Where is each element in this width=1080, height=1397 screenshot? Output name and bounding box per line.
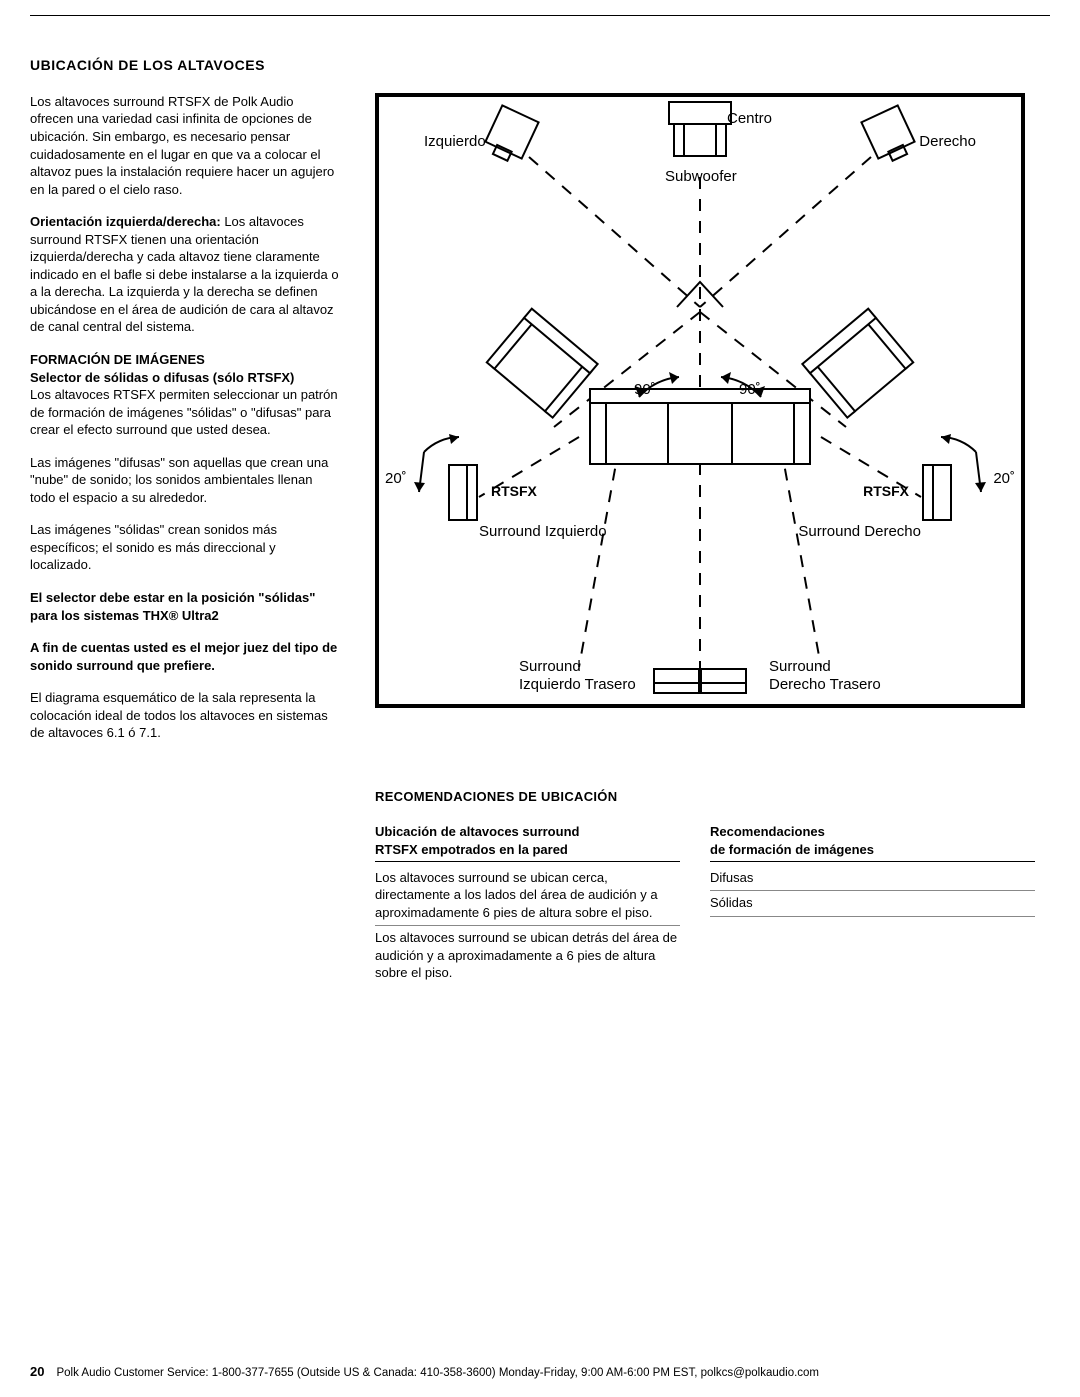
footer-text: Polk Audio Customer Service: 1-800-377-7… <box>56 1366 819 1382</box>
page-title: UBICACIÓN DE LOS ALTAVOCES <box>30 56 1050 75</box>
subhead-formacion: FORMACIÓN DE IMÁGENES <box>30 351 340 369</box>
content-row: Los altavoces surround RTSFX de Polk Aud… <box>30 93 1050 986</box>
rec-row1-right: Difusas <box>710 866 1035 892</box>
label-izquierdo: Izquierdo <box>424 132 486 152</box>
para-4: Las imágenes "difusas" son aquellas que … <box>30 454 340 507</box>
rec-head-right-2: de formación de imágenes <box>710 841 1035 859</box>
para-3: Los altavoces RTSFX permiten seleccionar… <box>30 386 340 439</box>
rec-row2-left: Los altavoces surround se ubican detrás … <box>375 926 680 986</box>
label-rtsfx-l: RTSFX <box>491 482 537 501</box>
diagram-svg <box>379 97 1021 704</box>
rec-head-left-1: Ubicación de altavoces surround <box>375 823 680 841</box>
para-2-lead: Orientación izquierda/derecha: <box>30 214 221 229</box>
label-20r: 20˚ <box>993 469 1015 489</box>
label-90r: 90˚ <box>739 380 761 400</box>
rec-col-right: Recomendaciones de formación de imágenes… <box>710 823 1035 985</box>
label-subwoofer: Subwoofer <box>665 167 737 187</box>
page-number: 20 <box>30 1363 44 1381</box>
label-surr-izq-tras2: Izquierdo Trasero <box>519 675 636 695</box>
rec-row1-left: Los altavoces surround se ubican cerca, … <box>375 866 680 927</box>
para-8: El diagrama esquemático de la sala repre… <box>30 689 340 742</box>
para-2: Orientación izquierda/derecha: Los altav… <box>30 213 340 336</box>
label-surr-der-tras2: Derecho Trasero <box>769 675 881 695</box>
right-area: Centro Izquierdo Derecho Subwoofer 90˚ 9… <box>370 93 1050 986</box>
para-7: A fin de cuentas usted es el mejor juez … <box>30 639 340 674</box>
recommendations-section: RECOMENDACIONES DE UBICACIÓN Ubicación d… <box>375 788 1035 986</box>
para-1: Los altavoces surround RTSFX de Polk Aud… <box>30 93 340 198</box>
rec-col-left: Ubicación de altavoces surround RTSFX em… <box>375 823 680 985</box>
label-90l: 90˚ <box>634 380 656 400</box>
page-footer: 20 Polk Audio Customer Service: 1-800-37… <box>30 1363 1050 1382</box>
rec-head-left: Ubicación de altavoces surround RTSFX em… <box>375 823 680 861</box>
para-5: Las imágenes "sólidas" crean sonidos más… <box>30 521 340 574</box>
label-derecho: Derecho <box>919 132 976 152</box>
top-rule <box>30 15 1050 16</box>
rec-title: RECOMENDACIONES DE UBICACIÓN <box>375 788 1035 806</box>
rec-head-right-1: Recomendaciones <box>710 823 1035 841</box>
rec-head-right: Recomendaciones de formación de imágenes <box>710 823 1035 861</box>
subhead-selector: Selector de sólidas o difusas (sólo RTSF… <box>30 369 340 387</box>
label-surr-izq: Surround Izquierdo <box>479 522 607 542</box>
para-2-rest: Los altavoces surround RTSFX tienen una … <box>30 214 339 334</box>
left-column: Los altavoces surround RTSFX de Polk Aud… <box>30 93 340 986</box>
label-centro: Centro <box>727 109 772 129</box>
label-20l: 20˚ <box>385 469 407 489</box>
room-diagram: Centro Izquierdo Derecho Subwoofer 90˚ 9… <box>375 93 1025 708</box>
para-6: El selector debe estar en la posición "s… <box>30 589 340 624</box>
rec-table: Ubicación de altavoces surround RTSFX em… <box>375 823 1035 985</box>
rec-head-left-2: RTSFX empotrados en la pared <box>375 841 680 859</box>
label-surr-der: Surround Derecho <box>798 522 921 542</box>
rec-row2-right: Sólidas <box>710 891 1035 917</box>
label-rtsfx-r: RTSFX <box>863 482 909 501</box>
